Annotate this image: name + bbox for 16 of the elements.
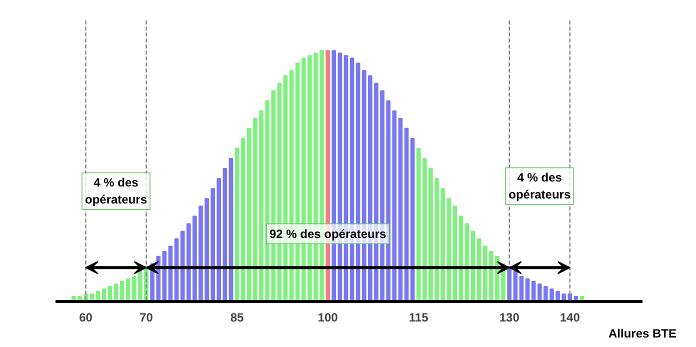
bar [398, 118, 403, 302]
x-tick-label: 100 [318, 310, 338, 324]
x-axis-title: Allures BTE [608, 326, 677, 340]
annotation: 4 % des opérateurs [508, 170, 571, 202]
x-tick-label: 130 [499, 310, 520, 324]
x-tick-label: 70 [140, 310, 154, 324]
bar [410, 138, 415, 302]
annotation: 4 % des opérateurs [85, 176, 148, 207]
annotation: 92 % des opérateurs [269, 226, 387, 241]
bar [228, 158, 234, 302]
bar [234, 148, 240, 302]
x-tick-label: 115 [408, 310, 429, 324]
x-tick-label: 85 [230, 310, 244, 324]
x-tick-label: 60 [79, 310, 93, 324]
bar [404, 128, 409, 302]
x-tick-label: 140 [560, 310, 580, 324]
